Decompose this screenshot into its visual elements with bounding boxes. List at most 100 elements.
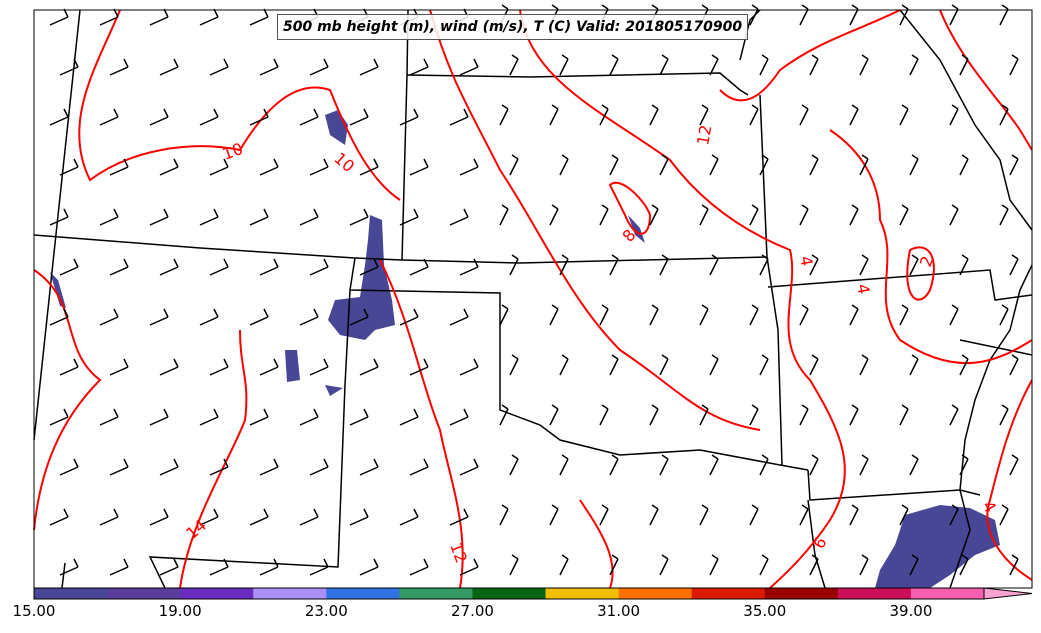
shade-region: [50, 272, 66, 308]
wind-barb: [649, 104, 659, 126]
wind-barb: [709, 254, 719, 276]
contour-label: 12: [446, 540, 471, 566]
wind-barb: [149, 308, 169, 326]
wind-barb: [949, 204, 959, 226]
wind-barb: [799, 204, 809, 226]
wind-barb: [499, 504, 509, 526]
colorbar-swatch: [253, 588, 327, 599]
colorbar-swatch: [618, 588, 693, 599]
wind-barb: [99, 208, 119, 226]
map-frame: [33, 9, 1033, 589]
wind-barb: [309, 558, 329, 576]
wind-barb: [259, 358, 279, 376]
wind-barb: [499, 204, 509, 226]
wind-barb: [609, 454, 619, 476]
wind-barb: [199, 8, 219, 26]
colorbar-swatch: [34, 588, 108, 599]
state-borders: [33, 9, 1033, 589]
wind-barb: [409, 158, 429, 176]
wind-barb: [109, 458, 129, 476]
wind-barb: [459, 458, 479, 476]
wind-barb: [49, 408, 69, 426]
wind-barb: [649, 304, 659, 326]
wind-barb: [349, 108, 369, 126]
wind-barb: [459, 58, 479, 76]
wind-barb: [359, 58, 379, 76]
wind-barb: [449, 508, 469, 526]
wind-barb: [249, 108, 269, 126]
wind-barb: [599, 104, 609, 126]
wind-barb: [999, 104, 1009, 126]
wind-barb: [549, 504, 559, 526]
contour-label: 12: [693, 123, 715, 146]
wind-barb: [309, 258, 329, 276]
wind-barb: [259, 258, 279, 276]
border-line: [807, 469, 981, 501]
wind-barb: [699, 304, 709, 326]
shade-region: [875, 505, 1000, 588]
wind-barb: [459, 558, 479, 576]
wind-barb: [599, 204, 609, 226]
shade-region: [285, 350, 300, 382]
colorbar-swatch: [764, 588, 839, 599]
wind-barb: [799, 4, 809, 26]
wind-barb: [259, 158, 279, 176]
wind-barb: [349, 208, 369, 226]
wind-barb: [949, 304, 959, 326]
contour-line: [78, 9, 401, 201]
border-line: [61, 562, 66, 589]
wind-barb: [959, 254, 969, 276]
wind-barb: [999, 404, 1009, 426]
wind-barb: [759, 154, 769, 176]
wind-barb: [949, 404, 959, 426]
wind-barb: [259, 458, 279, 476]
contour-label: 2: [916, 253, 937, 269]
wind-barb: [609, 54, 619, 76]
wind-barb: [859, 454, 869, 476]
wind-barb: [99, 508, 119, 526]
wind-barb: [859, 354, 869, 376]
wind-barb: [249, 308, 269, 326]
wind-barb: [809, 154, 819, 176]
wind-barb: [359, 458, 379, 476]
colorbar-tick-label: 35.00: [743, 602, 787, 620]
border-line: [148, 289, 351, 589]
wind-barb: [49, 208, 69, 226]
wind-barb: [409, 558, 429, 576]
wind-barb: [449, 408, 469, 426]
wind-barb: [59, 558, 79, 576]
colorbar-tick-label: 19.00: [158, 602, 202, 620]
colorbar-swatch: [326, 588, 400, 599]
wind-barb: [399, 408, 419, 426]
wind-barb: [309, 58, 329, 76]
wind-barb: [409, 358, 429, 376]
contour-label: 4: [853, 282, 873, 295]
wind-barb: [159, 558, 179, 576]
wind-barb: [49, 108, 69, 126]
wind-barb: [899, 4, 909, 26]
wind-barb: [159, 58, 179, 76]
wind-barb: [409, 58, 429, 76]
wind-barb: [109, 158, 129, 176]
border-line: [33, 9, 81, 441]
wind-barb: [659, 454, 669, 476]
wind-barb: [899, 204, 909, 226]
wind-barb: [899, 304, 909, 326]
colorbar-swatch: [691, 588, 766, 599]
wind-barb: [709, 554, 719, 576]
wind-barb: [249, 408, 269, 426]
wind-barb: [709, 54, 719, 76]
wind-barb: [349, 408, 369, 426]
wind-barb: [109, 258, 129, 276]
colorbar-extend: [983, 587, 1033, 600]
wind-barb: [949, 104, 959, 126]
wind-barb: [649, 204, 659, 226]
wind-barb: [299, 408, 319, 426]
wind-barb: [109, 558, 129, 576]
wind-barb: [509, 54, 519, 76]
wind-barb: [299, 208, 319, 226]
wind-barb: [999, 504, 1009, 526]
wind-barb: [759, 554, 769, 576]
wind-barb: [709, 354, 719, 376]
